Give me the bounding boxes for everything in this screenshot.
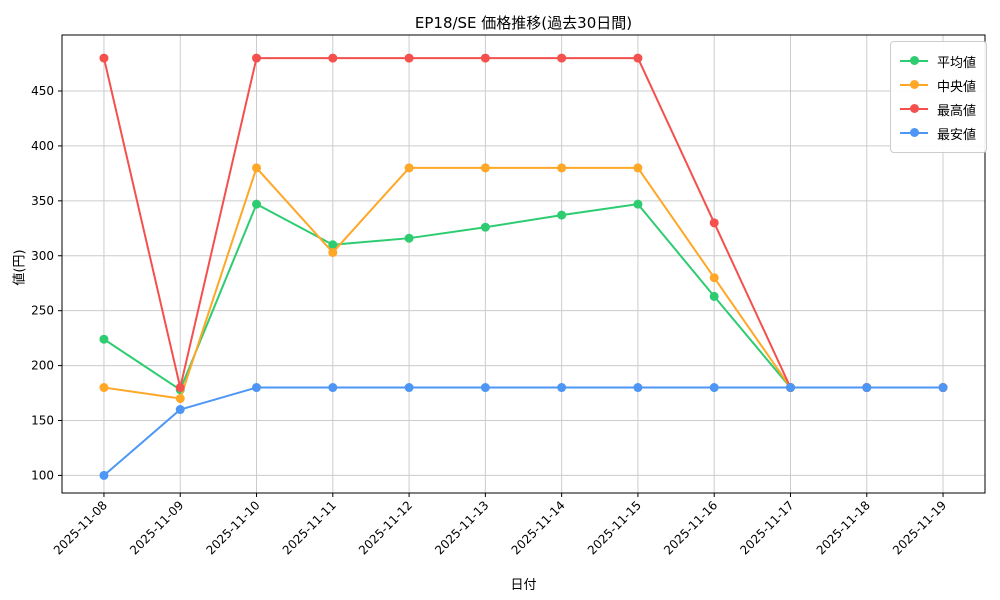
x-tick-label: 2025-11-19	[890, 498, 949, 557]
y-tick-label: 350	[31, 194, 54, 208]
y-tick-label: 200	[31, 359, 54, 373]
data-point-median	[480, 163, 490, 173]
data-point-max	[175, 383, 185, 393]
data-point-min	[862, 383, 872, 393]
data-point-min	[938, 383, 948, 393]
data-point-max	[633, 53, 643, 63]
data-point-min	[480, 383, 490, 393]
series-line-mean	[103, 203, 944, 391]
data-point-min	[709, 383, 719, 393]
data-point-median	[175, 394, 185, 404]
y-axis-label: 値(円)	[12, 249, 28, 286]
data-point-mean	[404, 233, 414, 243]
data-point-min	[557, 383, 567, 393]
data-point-max	[252, 53, 262, 63]
x-tick-label: 2025-11-12	[356, 498, 415, 557]
data-point-max	[480, 53, 490, 63]
legend: 平均値 中央値 最高値 最安値	[889, 41, 987, 153]
legend-label-mean: 平均値	[936, 55, 976, 71]
series-line-max	[102, 57, 944, 389]
x-tick-label: 2025-11-13	[432, 498, 491, 557]
x-tick-label: 2025-11-17	[737, 498, 796, 557]
legend-swatch-mean	[899, 56, 928, 66]
legend-item-min: 最安値	[899, 121, 976, 145]
data-point-min	[785, 383, 795, 393]
y-tick-label: 450	[31, 84, 54, 98]
legend-label-min: 最安値	[936, 127, 976, 143]
y-tick-label: 250	[31, 304, 54, 318]
data-point-min	[252, 383, 262, 393]
series-line-min	[103, 386, 944, 477]
data-point-median	[709, 273, 719, 283]
data-point-max	[557, 53, 567, 63]
data-point-min	[328, 383, 338, 393]
legend-swatch-median	[899, 80, 928, 90]
dot-marker-icon	[909, 56, 919, 65]
y-tick-label: 100	[31, 468, 54, 482]
data-point-max	[328, 53, 338, 63]
x-tick-label: 2025-11-08	[51, 498, 110, 557]
series-line-median	[103, 166, 944, 400]
data-point-min	[633, 383, 643, 393]
legend-swatch-max	[899, 104, 928, 114]
legend-item-max: 最高値	[899, 97, 976, 121]
data-point-mean	[480, 222, 490, 232]
x-tick-label: 2025-11-16	[661, 498, 720, 557]
data-point-min	[99, 470, 109, 480]
data-point-mean	[633, 199, 643, 209]
legend-label-max: 最高値	[936, 103, 976, 119]
x-tick-label: 2025-11-14	[509, 498, 568, 557]
data-point-mean	[709, 291, 719, 301]
legend-label-median: 中央値	[936, 79, 976, 95]
legend-item-median: 中央値	[899, 73, 976, 97]
data-point-mean	[99, 334, 109, 344]
data-point-mean	[328, 240, 338, 250]
plot-frame	[61, 34, 986, 494]
dot-marker-icon	[909, 80, 919, 89]
dot-marker-icon	[909, 128, 919, 137]
legend-item-mean: 平均値	[899, 49, 976, 73]
data-point-median	[99, 383, 109, 393]
y-tick-label: 300	[31, 249, 54, 263]
data-point-median	[557, 163, 567, 173]
data-point-mean	[557, 210, 567, 220]
data-point-median	[252, 163, 262, 173]
x-tick-label: 2025-11-11	[280, 498, 339, 557]
data-point-mean	[252, 199, 262, 209]
data-point-min	[175, 405, 185, 415]
data-point-max	[709, 218, 719, 228]
data-point-median	[633, 163, 643, 173]
y-tick-label: 400	[31, 139, 54, 153]
legend-swatch-min	[899, 128, 928, 138]
data-point-median	[328, 247, 338, 257]
x-tick-label: 2025-11-18	[814, 498, 873, 557]
x-tick-label: 2025-11-10	[203, 498, 262, 557]
chart-title: EP18/SE 価格推移(過去30日間)	[414, 14, 633, 32]
y-tick-label: 150	[31, 414, 54, 428]
dot-marker-icon	[909, 104, 919, 113]
data-point-max	[404, 53, 414, 63]
x-axis-label: 日付	[510, 578, 537, 593]
x-tick-label: 2025-11-15	[585, 498, 644, 557]
data-point-max	[99, 53, 109, 63]
data-point-median	[404, 163, 414, 173]
data-point-min	[404, 383, 414, 393]
x-tick-label: 2025-11-09	[127, 498, 186, 557]
